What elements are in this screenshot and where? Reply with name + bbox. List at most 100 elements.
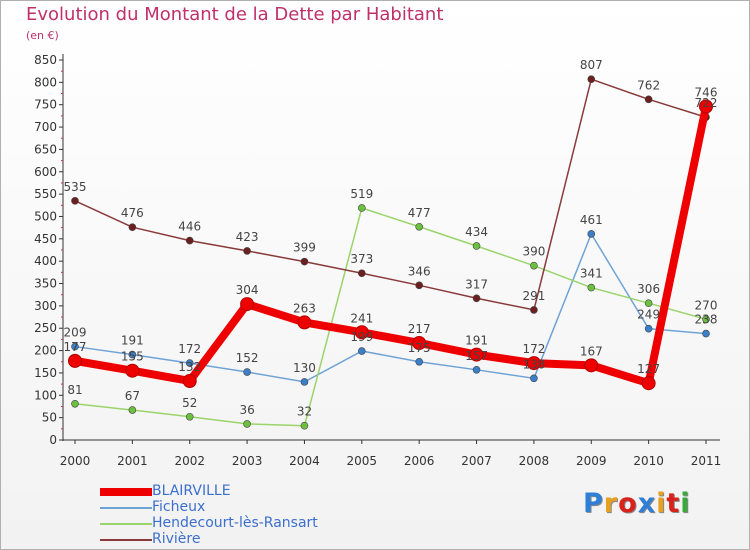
x-tick-label: 2007 [461,454,492,468]
data-point [415,357,423,366]
data-point [526,356,541,371]
data-point [71,342,79,351]
data-point [702,329,710,338]
y-tick-label: 150 [34,366,57,380]
x-tick-label: 2010 [633,454,664,468]
y-tick-label: 0 [49,433,57,447]
data-label: 167 [580,344,603,358]
data-label: 199 [350,330,373,344]
data-point [530,306,538,314]
data-label: 81 [67,383,82,397]
data-label: 306 [637,282,660,296]
x-tick-label: 2003 [232,454,263,468]
data-point [182,373,197,388]
data-label: 722 [695,96,718,110]
data-label: 434 [465,225,488,239]
data-point [587,230,596,238]
data-label: 157 [465,349,488,363]
data-point [644,299,653,308]
logo-letter: t [666,488,681,519]
data-point [415,222,423,231]
data-label: 36 [239,403,254,417]
data-point [128,223,137,231]
data-label: 138 [522,357,545,371]
data-label: 446 [178,220,201,234]
y-tick-label: 750 [34,98,57,112]
x-tick-label: 2004 [289,454,320,468]
x-tick-label: 2006 [404,454,435,468]
data-label: 519 [350,187,373,201]
y-tick-label: 300 [34,299,57,313]
data-point [469,347,484,362]
logo-letter: x [637,488,657,519]
data-point [641,376,656,391]
data-label: 746 [695,85,718,99]
data-point [125,363,140,378]
data-point [415,281,423,290]
data-label: 399 [293,241,316,255]
legend-swatch [100,523,152,525]
data-label: 341 [580,267,603,281]
data-point [587,283,596,292]
data-label: 67 [125,389,140,403]
data-label: 155 [121,350,144,364]
data-label: 130 [293,361,316,375]
y-tick-label: 200 [34,344,57,358]
y-tick-label: 550 [34,187,57,201]
y-tick-label: 700 [34,120,57,134]
data-point [68,353,82,368]
y-tick-label: 850 [34,53,57,67]
data-label: 807 [580,58,603,72]
data-label: 191 [121,334,144,348]
series-line [74,233,707,383]
data-label: 177 [64,340,87,354]
data-label: 209 [64,326,87,340]
y-tick-label: 100 [34,388,57,402]
data-label: 461 [580,213,603,227]
data-point [185,236,194,245]
y-tick-label: 450 [34,232,57,246]
data-point [358,204,366,212]
legend-label: Hendecourt-lès-Ransart [152,515,318,531]
data-point [297,315,312,330]
data-point [358,269,366,278]
data-point [243,368,251,376]
data-point [472,294,481,303]
data-point [128,406,137,414]
series-line [74,78,707,311]
logo-letter: r [603,488,619,519]
data-point [584,358,599,373]
logo-letter: i [656,488,667,519]
data-point [243,247,251,255]
data-point [300,378,309,386]
y-tick-label: 800 [34,75,57,89]
legend-label: BLAIRVILLE [152,483,231,499]
data-point [530,374,538,383]
series-line [74,207,707,427]
logo-letter: o [618,488,638,519]
legend-swatch [100,488,152,496]
x-tick-label: 2001 [117,454,148,468]
x-tick-label: 2005 [347,454,378,468]
data-label: 390 [522,245,545,259]
y-tick-label: 500 [34,209,57,223]
data-point [587,75,596,84]
data-point [472,366,481,374]
data-point [358,347,366,355]
data-point [300,421,309,430]
data-label: 127 [637,362,660,376]
data-point [300,257,309,266]
data-point [185,359,194,367]
data-label: 476 [121,206,144,220]
logo-letter: P [583,488,604,519]
data-label: 317 [465,277,488,291]
data-label: 535 [64,180,87,194]
logo-letter: i [680,488,691,519]
data-point [128,350,137,359]
data-label: 423 [236,230,259,244]
data-label: 132 [178,360,201,374]
data-point [185,412,194,421]
data-label: 291 [522,289,545,303]
y-tick-label: 400 [34,254,57,268]
